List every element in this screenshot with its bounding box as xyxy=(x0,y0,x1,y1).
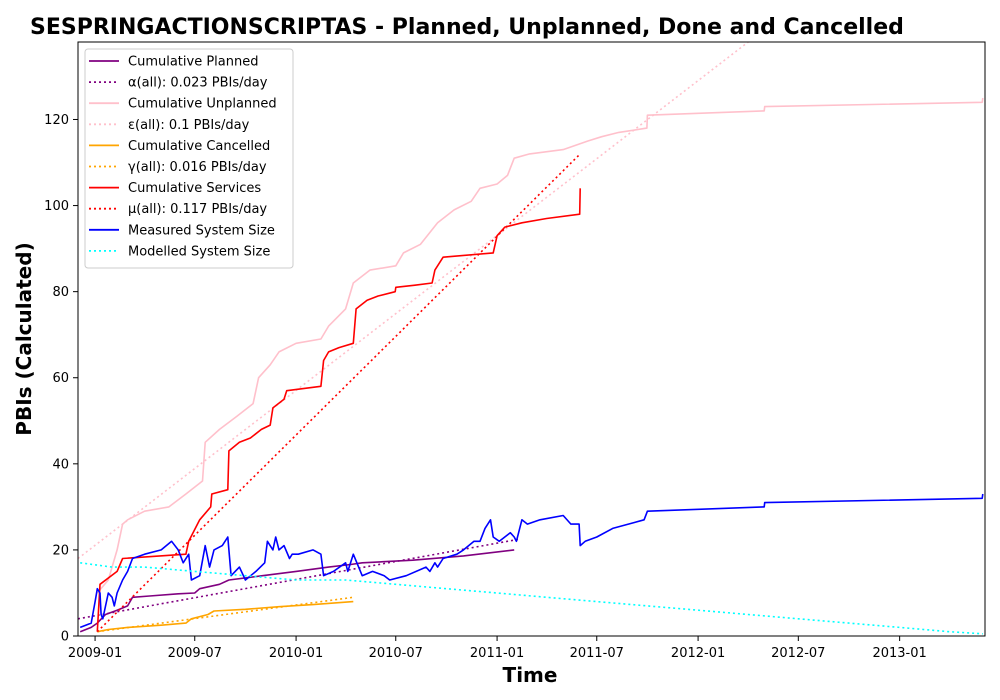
y-tick-label: 120 xyxy=(44,113,69,128)
legend: Cumulative Planned α(all): 0.023 PBIs/day… xyxy=(84,48,294,269)
y-tick-label: 80 xyxy=(52,285,69,300)
legend-label: Cumulative Cancelled xyxy=(128,139,270,154)
legend-label: γ(all): 0.016 PBIs/day xyxy=(128,160,267,175)
y-tick-label: 20 xyxy=(52,543,69,558)
x-tick-label: 2009-07 xyxy=(168,646,222,661)
legend-label: Modelled System Size xyxy=(128,244,270,259)
legend-label: Cumulative Planned xyxy=(128,55,258,70)
series-line-4 xyxy=(78,42,749,560)
x-tick-label: 2011-07 xyxy=(570,646,624,661)
legend-label: Cumulative Unplanned xyxy=(128,97,277,112)
x-axis-label: Time xyxy=(503,663,558,687)
plot-frame xyxy=(77,41,986,637)
y-tick-label: 40 xyxy=(52,457,69,472)
y-axis: 0 20 40 60 80 100 120 xyxy=(44,113,78,645)
legend-box xyxy=(84,48,294,269)
legend-label: ε(all): 0.1 PBIs/day xyxy=(128,118,250,133)
legend-label: Measured System Size xyxy=(128,223,275,238)
y-tick-label: 60 xyxy=(52,371,69,386)
legend-label: α(all): 0.023 PBIs/day xyxy=(128,76,268,91)
x-tick-label: 2011-01 xyxy=(470,646,524,661)
x-tick-label: 2009-01 xyxy=(68,646,122,661)
legend-label: Cumulative Services xyxy=(128,181,261,196)
y-tick-label: 0 xyxy=(61,630,69,645)
series-line-7 xyxy=(96,188,581,632)
x-tick-label: 2012-01 xyxy=(671,646,725,661)
y-tick-label: 100 xyxy=(44,199,69,214)
x-tick-label: 2012-07 xyxy=(771,646,825,661)
x-tick-label: 2010-07 xyxy=(369,646,423,661)
series-line-6 xyxy=(97,596,354,633)
series-line-3 xyxy=(96,97,984,594)
series-line-5 xyxy=(97,600,354,633)
x-tick-label: 2010-01 xyxy=(269,646,323,661)
chart-title: SESPRINGACTIONSCRIPTAS - Planned, Unplan… xyxy=(30,15,904,40)
y-axis-label: PBIs (Calculated) xyxy=(12,242,36,435)
series-layer xyxy=(78,42,984,635)
x-tick-label: 2013-01 xyxy=(872,646,926,661)
series-line-9 xyxy=(79,493,984,629)
legend-label: μ(all): 0.117 PBIs/day xyxy=(128,202,267,217)
x-axis: 2009-01 2009-07 2010-01 2010-07 2011-01 2011-… xyxy=(68,636,927,661)
series-line-8 xyxy=(96,153,581,633)
